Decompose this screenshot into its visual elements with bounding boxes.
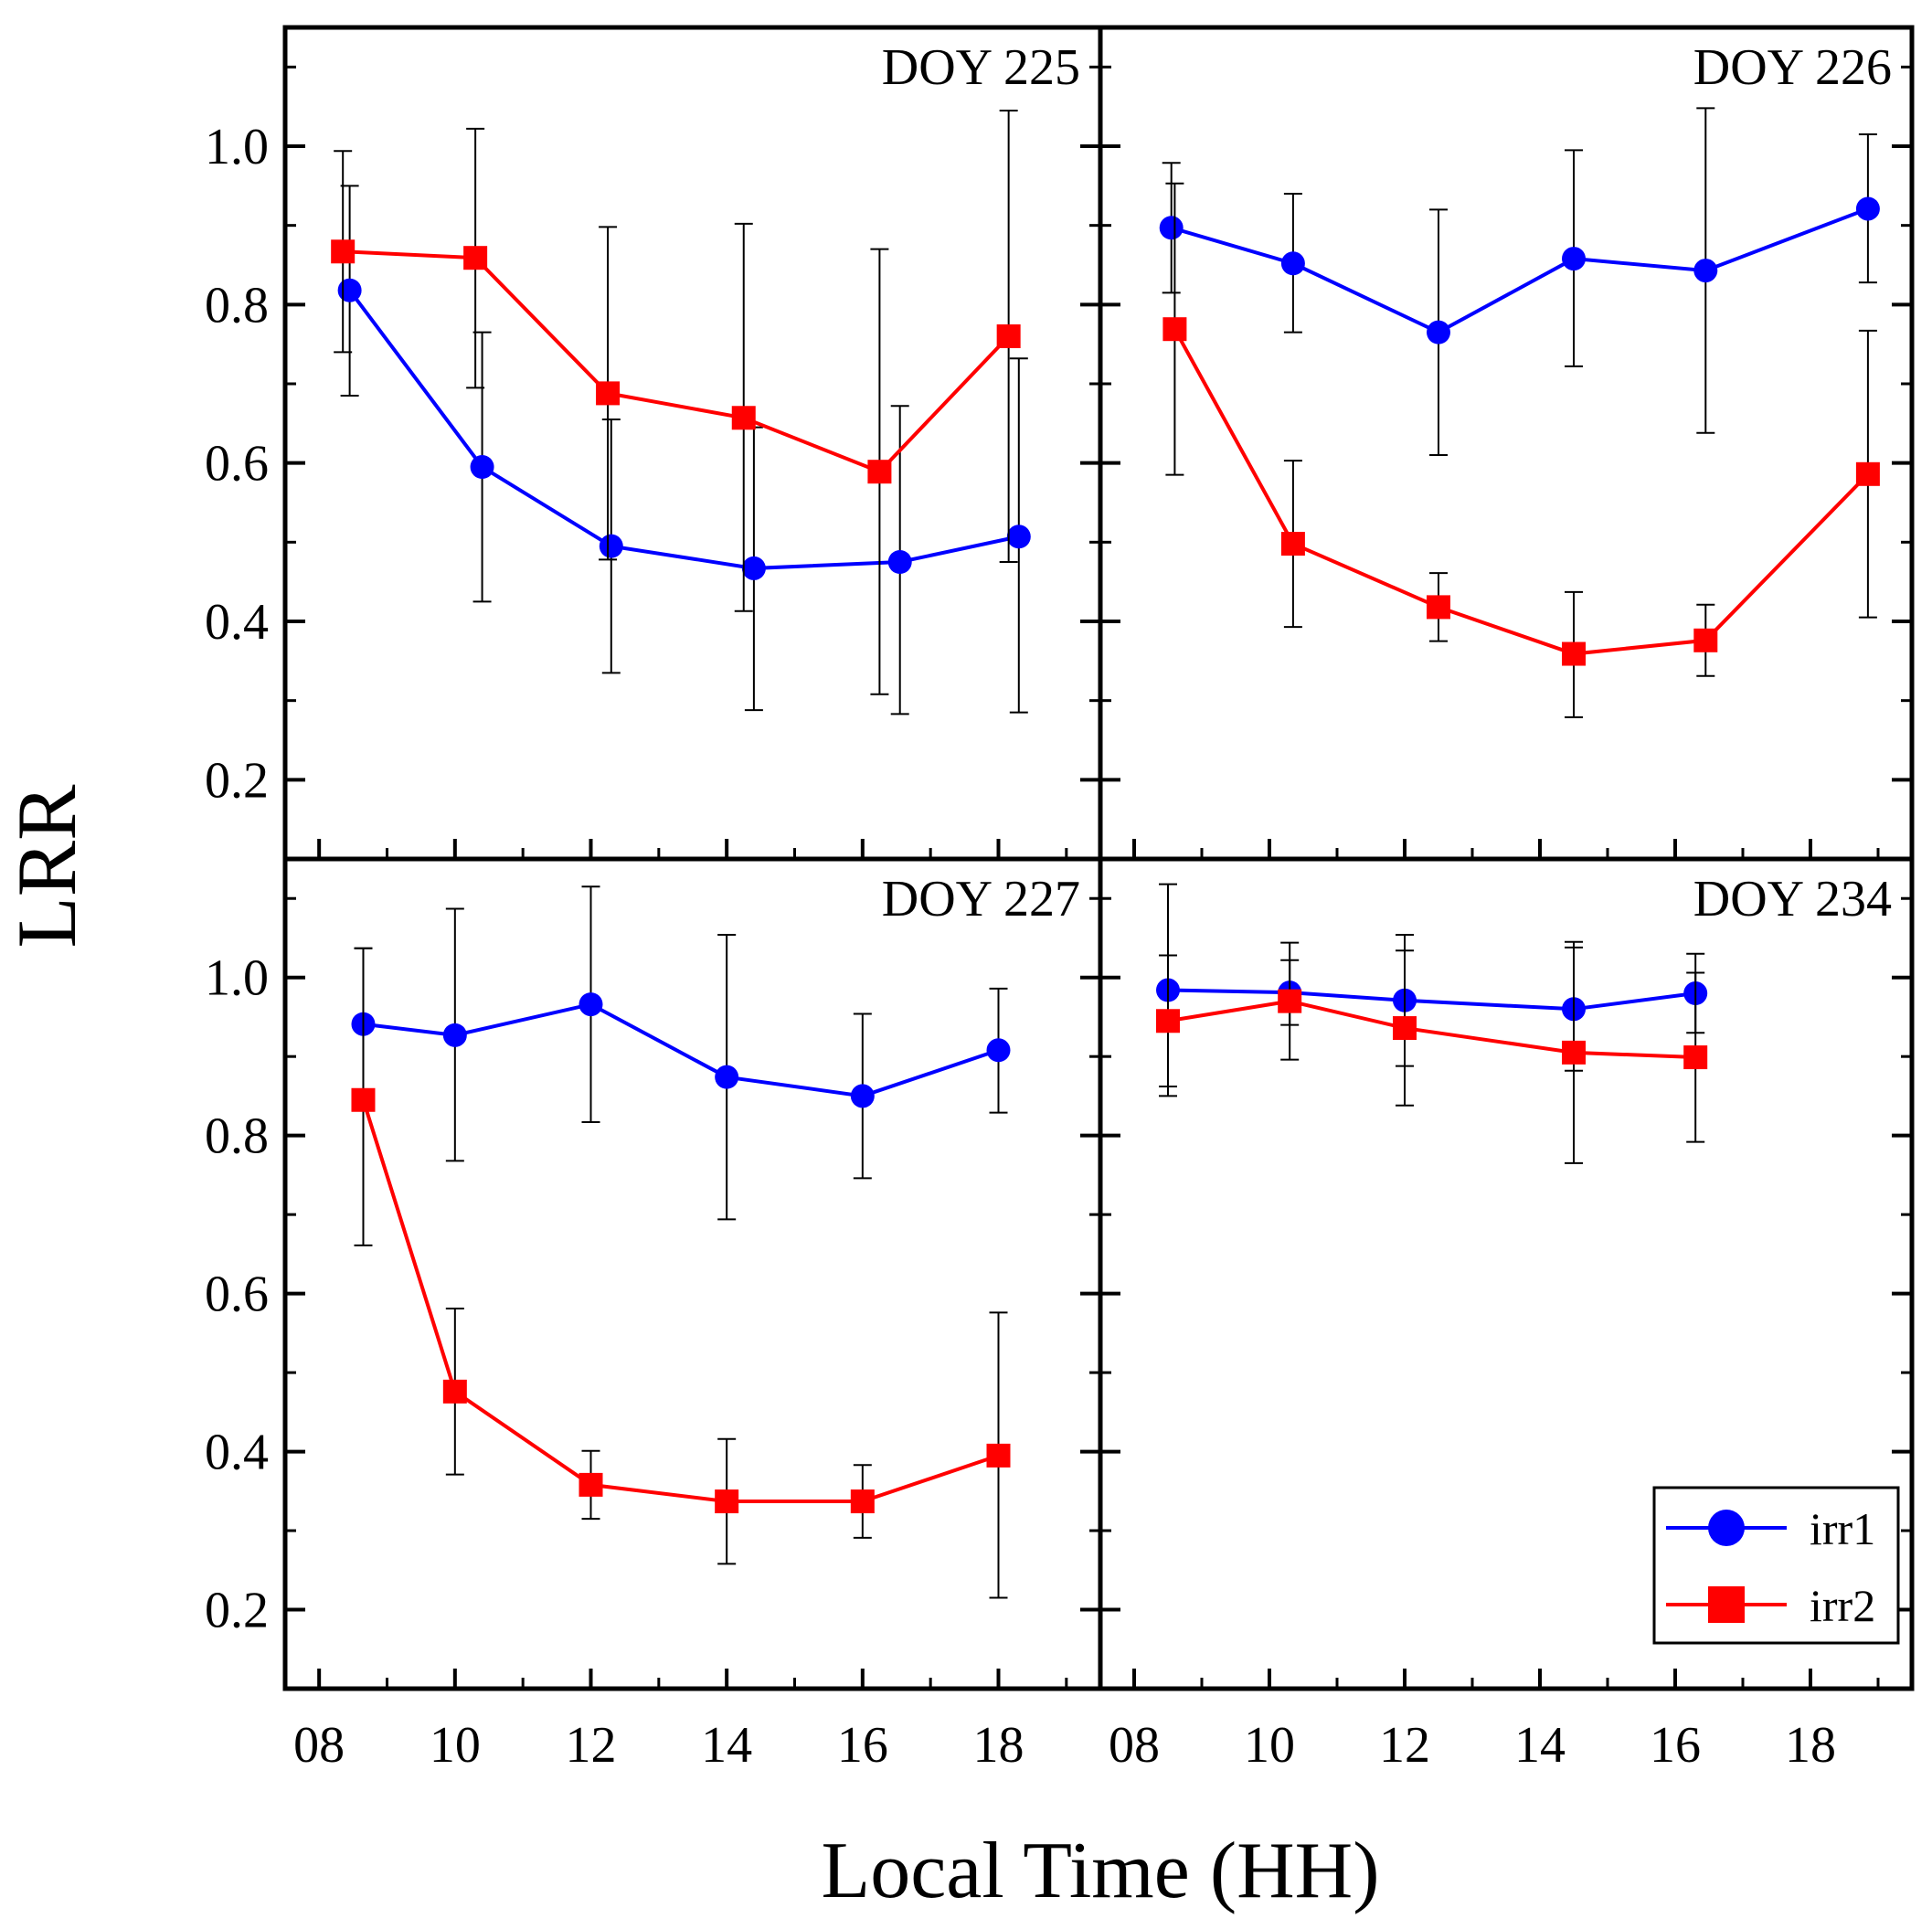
data-point-irr1: [741, 556, 766, 580]
x-tick-label: 12: [1379, 1717, 1430, 1774]
legend-label-irr1: irr1: [1810, 1503, 1875, 1554]
data-point-irr2: [1855, 461, 1880, 486]
data-point-irr2: [1162, 317, 1187, 342]
data-point-irr2: [331, 239, 356, 264]
data-point-irr1: [599, 534, 623, 558]
data-point-irr2: [1683, 1045, 1708, 1070]
panel-3: DOY 227: [285, 871, 1100, 1689]
x-tick-labels: 08 10 12 14 16 18 08 10 12 14 16 18: [293, 1717, 1836, 1774]
data-point-irr1: [1427, 320, 1450, 344]
series-line-irr1: [363, 1002, 1000, 1098]
data-point-irr2: [1156, 1009, 1180, 1033]
data-point-irr1: [1693, 259, 1718, 283]
data-point-irr1: [1280, 251, 1305, 276]
panel-title-1: DOY 225: [882, 39, 1080, 96]
frames-group: [282, 25, 1915, 1691]
panel-4: DOY 234: [1100, 871, 1912, 1689]
legend: irr1 irr2: [1652, 1486, 1900, 1645]
data-point-irr2: [1280, 532, 1305, 556]
data-point-irr1: [442, 1023, 467, 1047]
panel-2: DOY 226: [1100, 39, 1912, 859]
legend-marker-irr1: [1708, 1510, 1745, 1546]
series-irr1: [337, 185, 1031, 715]
x-tick-label: 18: [973, 1717, 1024, 1774]
y-tick-label: 0.4: [205, 594, 269, 651]
panel-frame-4: [1098, 856, 1915, 1691]
panel-title-4: DOY 234: [1693, 871, 1892, 927]
data-point-irr2: [351, 1087, 376, 1112]
legend-marker-irr2: [1708, 1586, 1745, 1623]
data-point-irr1: [850, 1084, 875, 1108]
x-tick-label: 08: [1109, 1717, 1160, 1774]
x-tick-label: 14: [1514, 1717, 1566, 1774]
data-point-irr2: [1562, 1040, 1586, 1065]
x-tick-label: 10: [1244, 1717, 1295, 1774]
x-tick-label: 18: [1785, 1717, 1836, 1774]
panels-group: DOY 225 DOY 226 DOY 227 DOY 234: [285, 39, 1912, 1689]
x-tick-label: 14: [701, 1717, 752, 1774]
data-point-irr2: [463, 246, 488, 270]
y-tick-label: 0.4: [205, 1425, 269, 1481]
y-tick-label: 0.8: [205, 1108, 269, 1165]
data-point-irr2: [731, 406, 756, 430]
series-line-irr2: [361, 1099, 1000, 1504]
series-irr2: [351, 947, 1011, 1599]
data-point-irr1: [1855, 196, 1880, 221]
x-tick-label: 12: [566, 1717, 617, 1774]
data-point-irr2: [715, 1489, 739, 1514]
y-tick-label: 0.2: [205, 752, 269, 809]
data-point-irr1: [1006, 525, 1031, 549]
data-point-irr2: [1393, 1016, 1417, 1041]
y-tick-label: 0.6: [205, 1267, 269, 1323]
data-point-irr2: [867, 460, 892, 484]
data-point-irr1: [986, 1038, 1011, 1063]
data-point-irr2: [850, 1489, 875, 1514]
legend-box: [1652, 1486, 1900, 1645]
series-irr2: [331, 110, 1021, 695]
data-point-irr2: [596, 381, 621, 406]
y-tick-label: 0.2: [205, 1583, 269, 1639]
y-tick-label: 0.6: [205, 436, 269, 493]
data-point-irr1: [715, 1065, 739, 1089]
data-point-irr1: [337, 278, 362, 302]
series-line-irr1: [348, 289, 1020, 570]
panel-1: DOY 225: [285, 39, 1100, 859]
series-irr2: [1156, 940, 1708, 1164]
data-point-irr2: [986, 1443, 1011, 1468]
y-tick-label: 1.0: [205, 119, 269, 175]
data-point-irr2: [1562, 641, 1586, 666]
data-point-irr2: [442, 1379, 467, 1404]
series-line-irr2: [1173, 328, 1870, 656]
y-tick-labels: 0.2 0.4 0.6 0.8 1.0 0.2 0.4 0.6 0.8 1.0: [205, 119, 269, 1639]
data-point-irr1: [1159, 216, 1184, 240]
data-point-irr1: [1562, 247, 1586, 271]
y-axis-title: LRR: [0, 784, 93, 949]
y-tick-label: 1.0: [205, 950, 269, 1007]
series-irr2: [1162, 182, 1880, 718]
series-irr1: [1159, 107, 1880, 456]
data-point-irr1: [579, 992, 603, 1017]
x-axis-title: Local Time (HH): [821, 1827, 1379, 1915]
series-line-irr2: [343, 249, 1011, 474]
data-point-irr2: [996, 324, 1021, 348]
data-point-irr1: [470, 455, 494, 479]
data-point-irr2: [579, 1472, 603, 1497]
x-tick-label: 16: [1650, 1717, 1701, 1774]
x-tick-label: 16: [837, 1717, 888, 1774]
y-tick-label: 0.8: [205, 277, 269, 334]
legend-label-irr2: irr2: [1810, 1580, 1875, 1631]
panel-title-2: DOY 226: [1693, 39, 1892, 96]
data-point-irr2: [1427, 595, 1450, 620]
data-point-irr1: [887, 550, 912, 574]
x-tick-label: 08: [293, 1717, 345, 1774]
panel-title-3: DOY 227: [882, 871, 1080, 927]
series-line-irr1: [1171, 207, 1869, 334]
data-point-irr2: [1693, 628, 1718, 652]
data-point-irr2: [1278, 989, 1302, 1013]
x-tick-label: 10: [430, 1717, 481, 1774]
